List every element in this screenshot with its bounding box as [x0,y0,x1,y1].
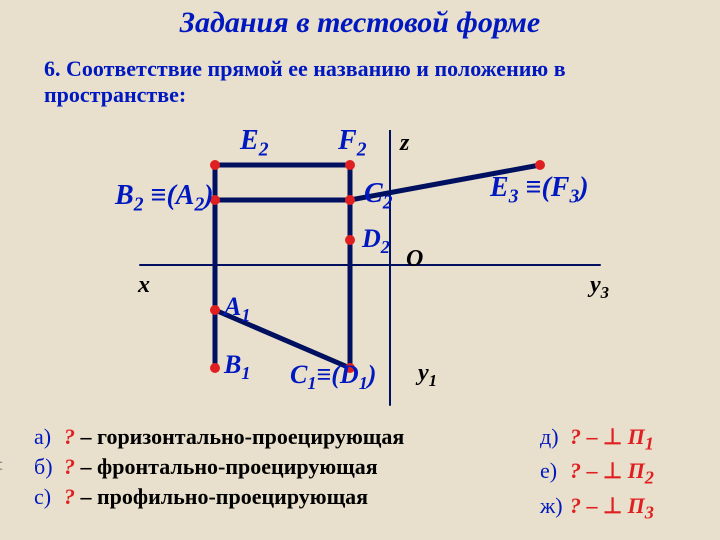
option-row: ж)? – ⊥ П3 [540,493,654,523]
point-E2 [210,160,220,170]
question-text: 6. Соответствие прямой ее названию и пол… [44,56,684,108]
axis-label: y3 [590,272,609,303]
point-A1 [210,305,220,315]
axis-label: y1 [418,360,437,391]
point-label: A1 [224,292,250,326]
point-D2 [345,235,355,245]
option-row: д)? – ⊥ П1 [540,424,654,454]
point-label: C1≡(D1) [290,360,376,394]
point-label: D2 [362,224,390,258]
point-label: B2 ≡(A2) [115,180,214,217]
axis-label: O [406,246,423,273]
point-label: E3 ≡(F3) [490,172,589,209]
options-right: д)? – ⊥ П1 е)? – ⊥ П2 ж)? – ⊥ П3 [540,420,654,527]
point-E3F3 [535,160,545,170]
point-C2 [345,195,355,205]
point-label: C2 [364,178,392,215]
page-title: Задания в тестовой форме [0,6,720,40]
credit-text: Столбова И.Д. 2007 [0,431,4,532]
axis-label: x [138,272,150,299]
point-label: B1 [224,350,250,384]
option-row: е)? – ⊥ П2 [540,458,654,488]
point-label: E2 [240,125,268,162]
axis-label: z [400,130,409,157]
point-B1 [210,363,220,373]
point-label: F2 [338,125,366,162]
projection-diagram: zxy3y1OE2F2B2 ≡(A2)C2D2E3 ≡(F3)A1B1C1≡(D… [100,130,620,410]
